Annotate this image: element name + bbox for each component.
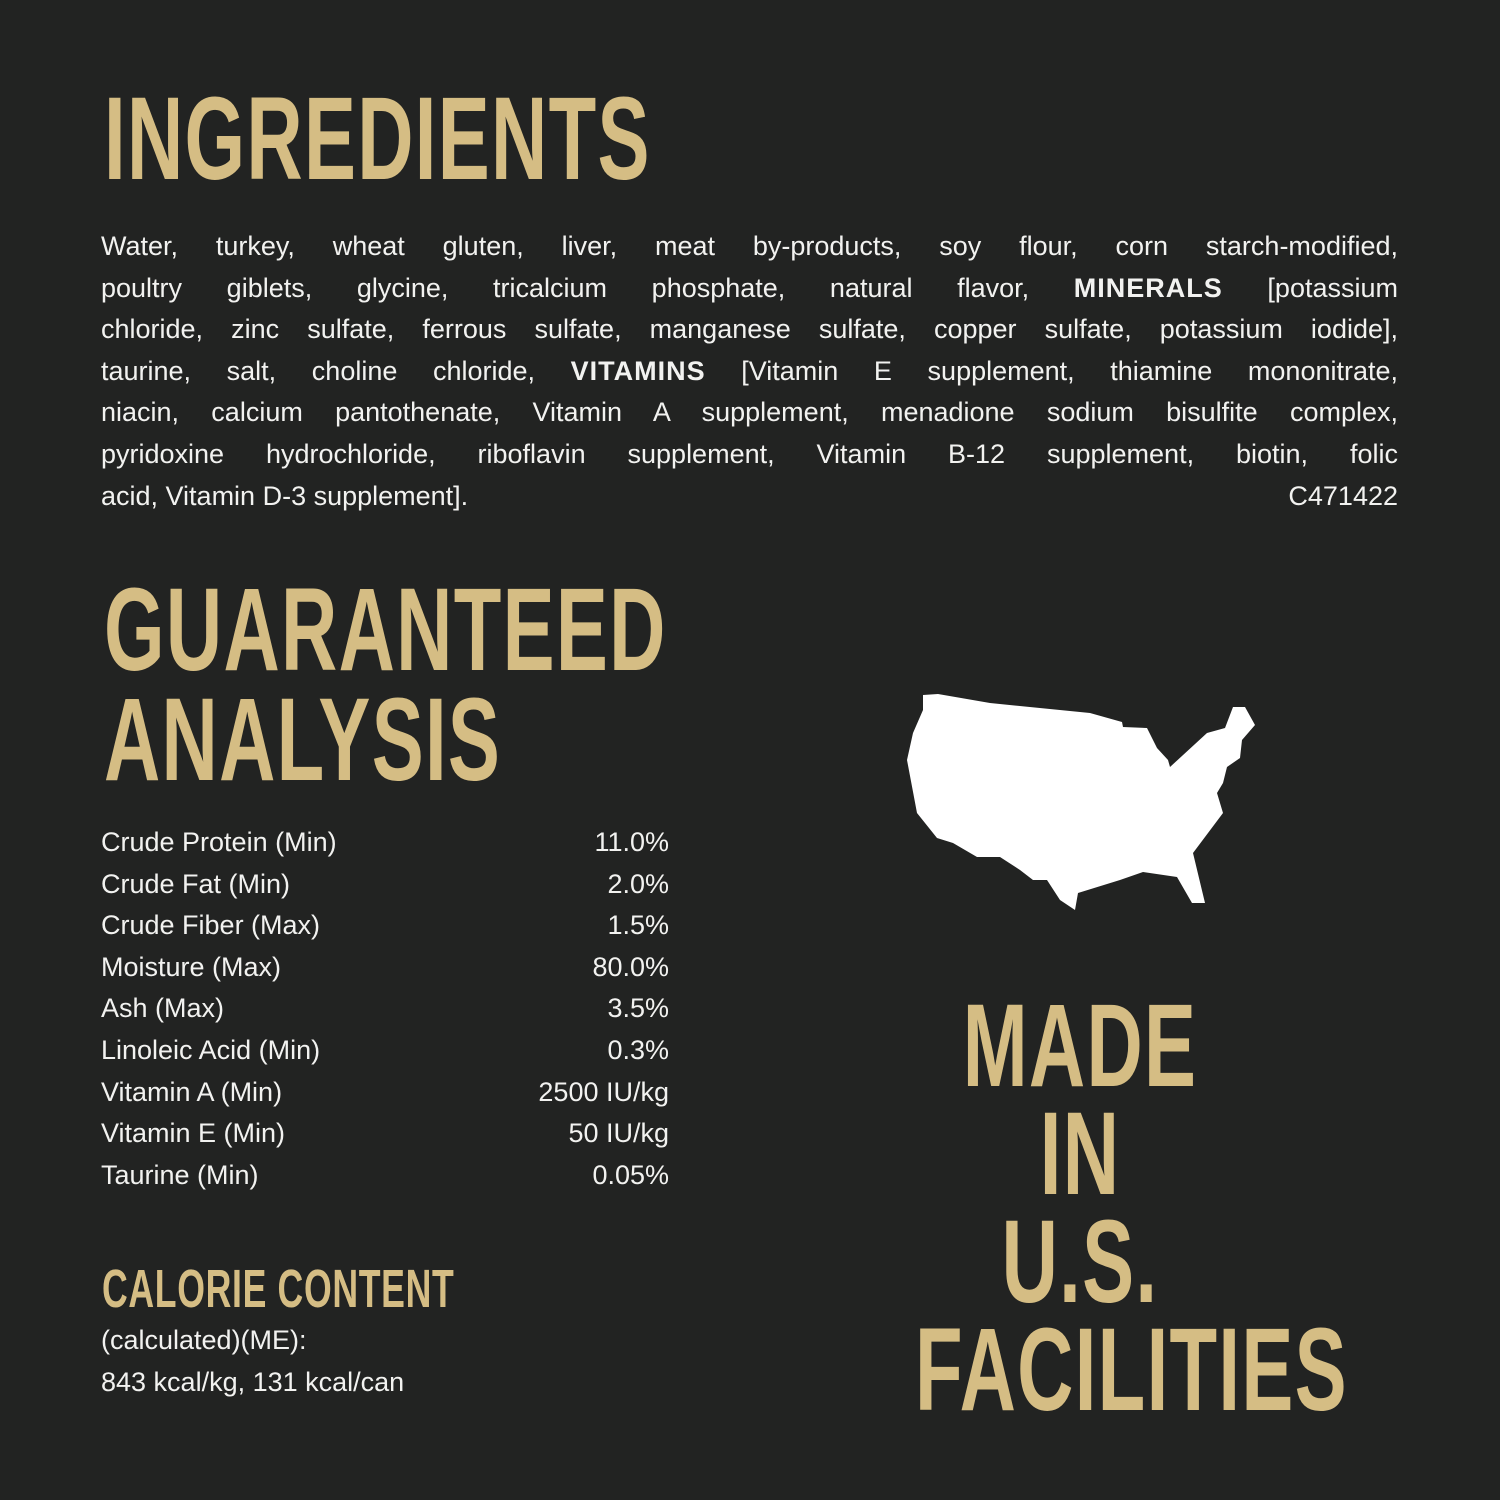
calorie-values: 843 kcal/kg, 131 kcal/can	[101, 1366, 405, 1397]
analysis-row: Moisture (Max) 80.0%	[101, 947, 669, 989]
made-in-us-text: MADE IN U.S. FACILITIES	[830, 980, 1348, 1436]
analysis-label: Crude Fat (Min)	[101, 868, 291, 899]
guaranteed-analysis-heading: GUARANTEED ANALYSIS	[104, 564, 667, 806]
analysis-value: 0.3%	[607, 1034, 669, 1065]
made-in-line: U.S.	[1001, 1196, 1159, 1328]
analysis-row: Crude Fat (Min) 2.0%	[101, 864, 669, 906]
ingredient-text: chloride, zinc sulfate, ferrous sulfate,…	[101, 314, 1398, 345]
ingredient-text: poultry giblets, glycine, tricalcium pho…	[101, 272, 1074, 303]
heading-line: ANALYSIS	[104, 674, 502, 806]
analysis-row: Vitamin A (Min) 2500 IU/kg	[101, 1072, 669, 1114]
analysis-row: Vitamin E (Min) 50 IU/kg	[101, 1113, 669, 1155]
made-in-line: FACILITIES	[915, 1304, 1348, 1436]
guaranteed-analysis-table: Crude Protein (Min) 11.0% Crude Fat (Min) 2…	[101, 822, 669, 1196]
ingredients-line: niacin, calcium pantothenate, Vitamin A …	[101, 392, 1398, 434]
analysis-label: Ash (Max)	[101, 993, 225, 1024]
analysis-value: 11.0%	[594, 827, 669, 857]
analysis-row: Crude Protein (Min) 11.0%	[101, 822, 669, 864]
analysis-row: Taurine (Min) 0.05%	[101, 1155, 669, 1197]
analysis-label: Vitamin E (Min)	[101, 1118, 286, 1149]
analysis-value: 2.0%	[607, 868, 669, 899]
ingredients-last-line: acid, Vitamin D-3 supplement]. C471422	[101, 476, 1398, 518]
calorie-content-heading: CALORIE CONTENT	[102, 1259, 455, 1319]
analysis-value: 80.0%	[592, 951, 669, 982]
ingredients-line: poultry giblets, glycine, tricalcium pho…	[101, 268, 1398, 310]
ingredients-line: pyridoxine hydrochloride, riboflavin sup…	[101, 434, 1398, 476]
analysis-value: 3.5%	[607, 993, 669, 1024]
ingredients-text: Water, turkey, wheat gluten, liver, meat…	[101, 226, 1398, 517]
ingredient-text: Water, turkey, wheat gluten, liver, meat…	[101, 231, 1398, 261]
ingredients-line: chloride, zinc sulfate, ferrous sulfate,…	[101, 309, 1398, 351]
bold-category: VITAMINS	[570, 355, 706, 386]
analysis-value: 50 IU/kg	[568, 1118, 669, 1149]
analysis-label: Vitamin A (Min)	[101, 1076, 283, 1107]
analysis-row: Ash (Max) 3.5%	[101, 988, 669, 1030]
analysis-value: 2500 IU/kg	[538, 1076, 669, 1107]
analysis-label: Taurine (Min)	[101, 1159, 259, 1190]
product-code: C471422	[1288, 480, 1398, 511]
ingredient-text: pyridoxine hydrochloride, riboflavin sup…	[101, 438, 1398, 469]
ingredient-text: [potassium	[1222, 272, 1398, 303]
analysis-row: Linoleic Acid (Min) 0.3%	[101, 1030, 669, 1072]
ingredients-heading: INGREDIENTS	[104, 73, 651, 205]
ingredients-text-end: acid, Vitamin D-3 supplement].	[101, 480, 469, 511]
analysis-label: Linoleic Acid (Min)	[101, 1034, 321, 1065]
heading-line: GUARANTEED	[104, 564, 667, 696]
analysis-value: 1.5%	[607, 910, 669, 941]
ingredient-text: taurine, salt, choline chloride,	[101, 355, 571, 386]
analysis-label: Crude Fiber (Max)	[101, 910, 321, 941]
ingredients-line: Water, turkey, wheat gluten, liver, meat…	[101, 226, 1398, 268]
bold-category: MINERALS	[1073, 272, 1223, 303]
ingredient-text: [Vitamin E supplement, thiamine mononitr…	[705, 355, 1398, 386]
made-in-line: MADE IN	[962, 980, 1198, 1220]
calorie-content: (calculated)(ME): 843 kcal/kg, 131 kcal/…	[101, 1320, 404, 1403]
ingredients-line: taurine, salt, choline chloride, VITAMIN…	[101, 351, 1398, 393]
analysis-label: Crude Protein (Min)	[101, 827, 337, 857]
analysis-label: Moisture (Max)	[101, 951, 282, 982]
analysis-value: 0.05%	[592, 1159, 669, 1190]
calorie-method: (calculated)(ME):	[101, 1325, 307, 1355]
analysis-row: Crude Fiber (Max) 1.5%	[101, 905, 669, 947]
ingredient-text: niacin, calcium pantothenate, Vitamin A …	[101, 397, 1398, 428]
